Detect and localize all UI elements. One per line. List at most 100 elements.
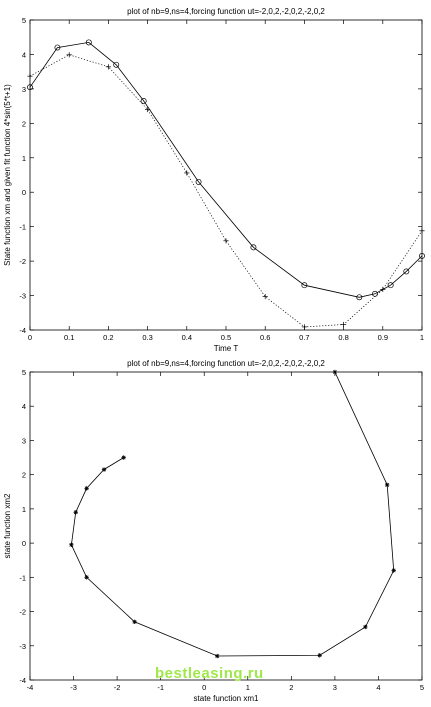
data-point-star <box>391 568 396 573</box>
star-d2 <box>391 568 396 573</box>
y-tick-label: 2 <box>22 471 26 480</box>
x-tick-label: 0.6 <box>260 333 270 342</box>
star-d2 <box>121 455 126 460</box>
x-tick-label: 3 <box>333 683 337 692</box>
y-tick-label: -1 <box>19 223 26 232</box>
x-tick-label: 4 <box>376 683 380 692</box>
y-tick-label: -3 <box>19 642 26 651</box>
y-axis-label: State function xm and given fit function… <box>3 84 12 266</box>
y-tick-label: -2 <box>19 257 26 266</box>
data-point-circle <box>250 244 257 251</box>
star-d2 <box>102 467 106 472</box>
x-tick-label: 0 <box>202 683 206 692</box>
x-tick-label: 0.9 <box>378 333 388 342</box>
y-tick-label: -1 <box>19 573 26 582</box>
star-d2 <box>84 575 89 580</box>
x-tick-label: 0.7 <box>299 333 309 342</box>
x-tick-label: 0.3 <box>142 333 152 342</box>
data-point-circle <box>403 268 410 275</box>
data-point-star <box>363 624 368 630</box>
x-tick-label: 0.8 <box>338 333 348 342</box>
top-plot: plot of nb=9,ns=4,forcing function ut=-2… <box>3 7 425 353</box>
data-point-circle <box>301 282 308 289</box>
data-point-star <box>101 467 107 472</box>
x-axis-label: state function xm1 <box>194 694 259 703</box>
y-tick-label: 0 <box>22 188 26 197</box>
data-point-circle <box>27 84 33 91</box>
data-point-circle <box>419 252 425 259</box>
y-tick-label: 2 <box>22 119 26 128</box>
y-tick-label: 1 <box>22 505 26 514</box>
data-point-circle <box>54 44 61 51</box>
chart-title: plot of nb=9,ns=4,forcing function ut=-2… <box>127 7 325 16</box>
data-point-star <box>69 542 74 548</box>
y-axis-label: state function xm2 <box>3 493 12 558</box>
y-tick-label: 4 <box>22 50 26 59</box>
x-tick-label: 0.1 <box>64 333 74 342</box>
y-tick-label: -4 <box>19 676 26 685</box>
star-d2 <box>73 510 78 515</box>
y-tick-label: 4 <box>22 402 26 411</box>
y-tick-label: 1 <box>22 154 26 163</box>
x-tick-label: 0.5 <box>221 333 231 342</box>
data-point-plus <box>341 321 347 328</box>
x-tick-label: -2 <box>114 683 121 692</box>
y-tick-label: -2 <box>19 608 26 617</box>
star-d2 <box>84 486 89 491</box>
series-line-1 <box>29 41 423 298</box>
x-tick-label: -4 <box>27 683 34 692</box>
x-tick-label: 0.2 <box>103 333 113 342</box>
y-tick-label: 5 <box>22 368 26 377</box>
chart-title: plot of nb=9,ns=4,forcing function ut=-2… <box>127 359 325 368</box>
star-d2 <box>385 483 390 487</box>
y-tick-label: 3 <box>22 85 26 94</box>
bottom-plot: plot of nb=9,ns=4,forcing function ut=-2… <box>3 359 424 703</box>
y-tick-label: 0 <box>22 539 26 548</box>
data-point-plus <box>223 238 229 244</box>
y-tick-label: -4 <box>19 326 26 335</box>
data-point-plus <box>380 286 386 292</box>
plot-frame <box>29 19 423 331</box>
x-tick-label: -1 <box>157 683 164 692</box>
data-point-plus <box>145 106 151 113</box>
plot-frame <box>29 371 423 681</box>
data-point-circle <box>85 39 92 46</box>
x-tick-label: -3 <box>70 683 77 692</box>
star-d2 <box>317 653 322 658</box>
data-point-star <box>121 455 126 460</box>
x-tick-label: 2 <box>289 683 293 692</box>
star-d2 <box>132 619 137 624</box>
data-point-circle <box>113 61 120 68</box>
star-d2 <box>363 625 368 629</box>
y-tick-label: 3 <box>22 436 26 445</box>
data-point-star <box>132 619 137 625</box>
data-point-star <box>317 653 322 658</box>
data-point-plus <box>301 324 307 330</box>
data-point-star <box>73 510 78 515</box>
watermark: bestleasing.ru <box>155 665 264 682</box>
data-point-circle <box>195 178 202 185</box>
star-d2 <box>215 654 220 658</box>
data-point-plus <box>262 293 268 300</box>
x-axis-label: Time T <box>214 344 239 353</box>
data-point-plus <box>419 228 425 234</box>
x-tick-label: 0.4 <box>182 333 192 342</box>
x-tick-label: 1 <box>246 683 250 692</box>
y-tick-label: 5 <box>22 16 26 25</box>
data-point-star <box>332 369 338 375</box>
series-line-2 <box>29 54 423 328</box>
series-line-1 <box>70 371 395 657</box>
data-point-circle <box>140 97 147 104</box>
data-point-star <box>84 486 89 491</box>
data-point-star <box>215 653 220 659</box>
x-tick-label: 1 <box>420 333 424 342</box>
star-d2 <box>69 542 74 547</box>
y-tick-label: -3 <box>19 292 26 301</box>
x-tick-label: 5 <box>420 683 424 692</box>
data-point-star <box>84 575 89 580</box>
data-point-plus <box>66 52 72 58</box>
data-point-star <box>384 482 390 488</box>
data-point-plus <box>105 64 111 70</box>
data-point-circle <box>387 282 394 289</box>
